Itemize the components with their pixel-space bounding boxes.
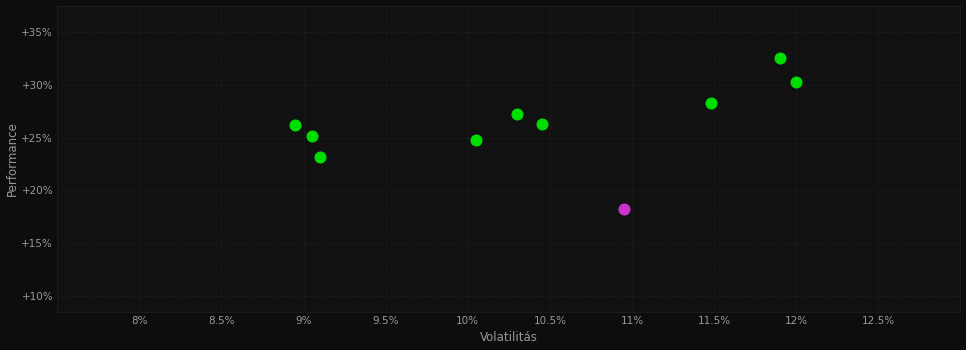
Y-axis label: Performance: Performance xyxy=(6,121,18,196)
Point xyxy=(509,112,525,117)
Point xyxy=(703,100,719,105)
Point xyxy=(312,154,327,159)
Point xyxy=(469,137,484,142)
X-axis label: Volatilitás: Volatilitás xyxy=(480,331,538,344)
Point xyxy=(304,134,320,139)
Point xyxy=(616,206,632,212)
Point xyxy=(288,122,303,128)
Point xyxy=(534,121,550,127)
Point xyxy=(772,56,787,61)
Point xyxy=(788,79,804,84)
